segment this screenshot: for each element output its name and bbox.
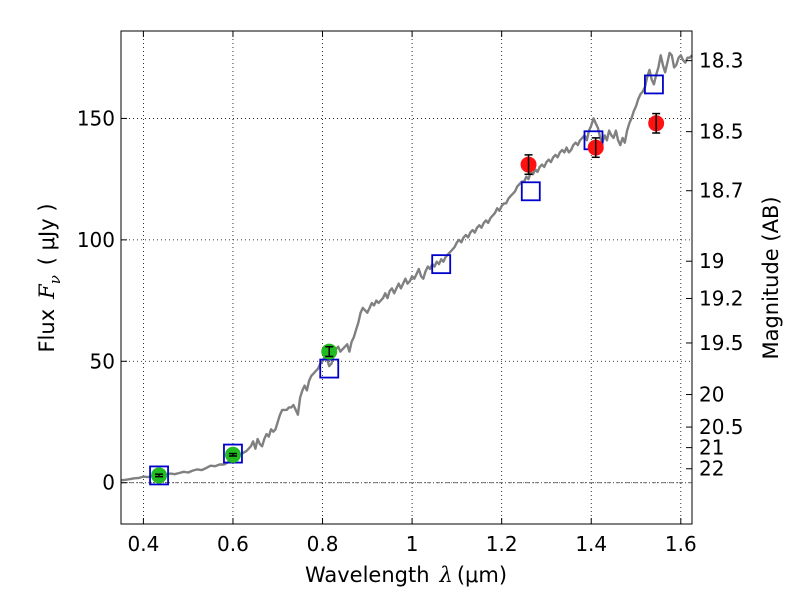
- y-tick-label: 50: [90, 349, 115, 373]
- x-axis-label-text: Wavelength: [305, 563, 430, 587]
- x-tick-label: 1.2: [486, 532, 518, 556]
- x-axis-label-symbol: λ: [439, 563, 453, 587]
- y2-axis-label: Magnitude (AB): [759, 196, 783, 359]
- y2-tick-label: 21: [699, 436, 724, 460]
- model-square: [149, 465, 169, 486]
- y2-tick-label: 18.3: [699, 49, 744, 73]
- x-axis-label-unit: (μm): [457, 563, 507, 587]
- x-axis-label: Wavelength λ (μm): [305, 563, 507, 587]
- y2-tick-label: 19.2: [699, 286, 744, 310]
- y-axis-label: Flux Fν ( μJy ): [35, 203, 64, 352]
- y-axis-label-subscript: ν: [46, 275, 64, 284]
- y2-tick-label: 18.5: [699, 120, 744, 144]
- y2-tick-label: 19.5: [699, 331, 744, 355]
- y-axis-label-text: Flux: [35, 309, 59, 353]
- model-points-layer: [149, 74, 664, 486]
- y-tick-label: 100: [77, 228, 115, 252]
- x-tick-label: 1.4: [575, 532, 607, 556]
- y-axis-label-unit: ( μJy ): [35, 203, 59, 265]
- observed-points-layer: [151, 112, 665, 484]
- spectrum-line: [120, 51, 693, 482]
- x-tick-label: 0.6: [217, 532, 249, 556]
- y-tick-label: 0: [102, 471, 115, 495]
- model-square: [520, 181, 541, 202]
- y2-tick-label: 20: [699, 383, 724, 407]
- spectrum-layer: [120, 51, 693, 482]
- y-tick-label: 150: [77, 106, 115, 130]
- model-square: [644, 74, 664, 95]
- y2-tick-label: 20.5: [699, 415, 744, 439]
- plot-frame: [120, 30, 693, 525]
- model-square: [431, 254, 452, 275]
- y-axis-label-symbol: F: [35, 283, 59, 300]
- y2-tick-label: 19: [699, 249, 724, 273]
- x-tick-label: 0.8: [307, 532, 339, 556]
- y2-tick-label: 18.7: [699, 179, 744, 203]
- grid: [121, 31, 692, 524]
- x-tick-label: 1: [406, 532, 419, 556]
- x-tick-label: 0.4: [127, 532, 159, 556]
- x-tick-label: 1.6: [665, 532, 697, 556]
- ticks-layer: 0.4 0.6 0.8 1 1.2 1.4 1.6 0 50 100 150 18.3 18.5 18.7…: [77, 31, 744, 556]
- y2-tick-label: 22: [699, 457, 724, 481]
